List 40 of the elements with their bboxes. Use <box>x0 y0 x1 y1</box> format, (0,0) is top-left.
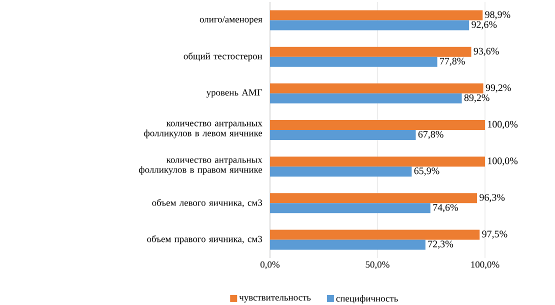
data-label: 67,8% <box>418 130 444 140</box>
y-tick-label: олиго/аменорея <box>200 16 262 24</box>
x-tick-label: 100,0% <box>471 261 500 270</box>
data-label: 96,3% <box>480 194 505 202</box>
bar <box>270 83 484 94</box>
y-tick-label: объем левого яичника, см3 <box>152 199 262 208</box>
bar <box>270 240 426 250</box>
bar <box>270 46 472 57</box>
data-label: 72,3% <box>428 240 454 249</box>
data-label: 97,5% <box>482 230 508 239</box>
data-label: 89,2% <box>464 94 490 103</box>
x-tick-label: 0,0% <box>260 261 280 270</box>
bar <box>270 56 438 67</box>
bar <box>270 20 470 30</box>
bar <box>270 130 416 140</box>
bar <box>270 93 462 104</box>
bar <box>270 156 485 167</box>
bar <box>270 203 430 214</box>
data-label: 77,8% <box>440 58 465 66</box>
bar <box>270 10 483 20</box>
bar <box>270 230 480 240</box>
bar <box>270 120 485 130</box>
data-label: 74,6% <box>433 204 458 212</box>
y-tick-label: объем правого яичника, см3 <box>147 235 262 244</box>
data-label: 65,9% <box>414 167 440 176</box>
data-label: 98,9% <box>485 11 510 20</box>
x-tick-label: 50,0% <box>366 261 390 270</box>
legend-label: специфичность <box>336 294 398 304</box>
y-tick-label: количество антральных фолликулов в левом яичнике <box>144 122 262 138</box>
y-tick-label: уровень АМГ <box>206 89 262 98</box>
bar <box>270 166 412 177</box>
y-tick-label: количество антральных фолликулов в правом яичнике <box>139 158 262 175</box>
data-label: 99,2% <box>486 84 511 93</box>
data-label: 100,0% <box>488 157 518 166</box>
data-label: 93,6% <box>474 48 499 56</box>
y-tick-label: общий тестостерон <box>184 52 262 62</box>
legend-label: чувствительность <box>239 296 311 303</box>
bar <box>270 193 478 204</box>
data-label: 92,6% <box>472 21 497 30</box>
data-label: 100,0% <box>488 120 518 130</box>
